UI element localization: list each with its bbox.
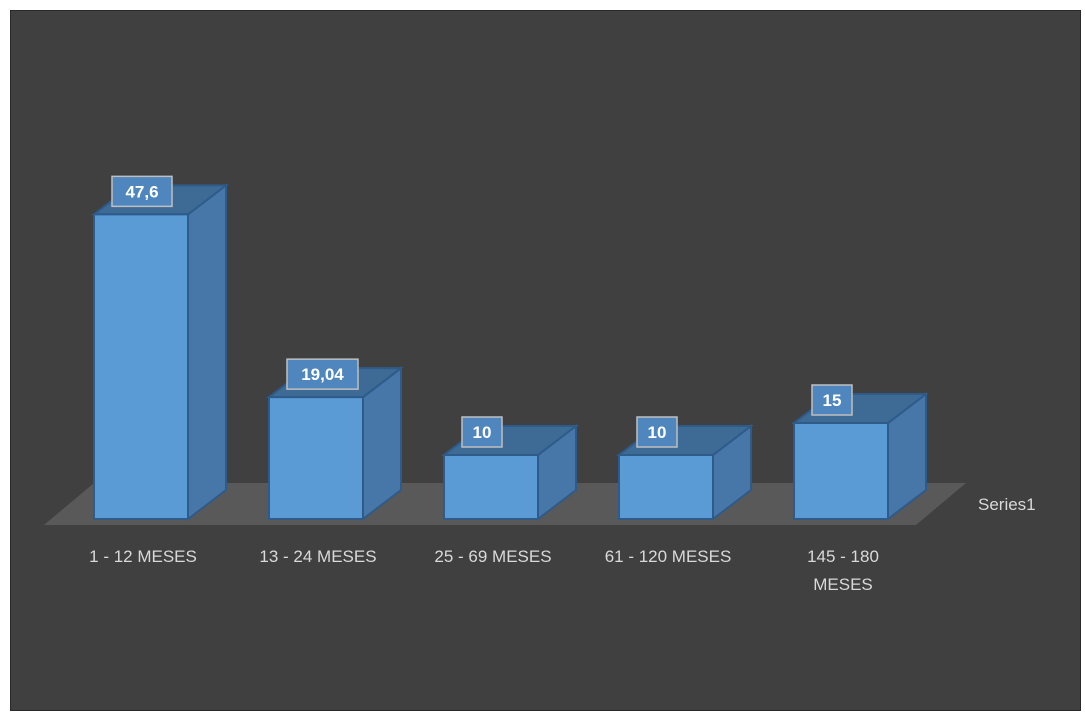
bar-2: 19,04 xyxy=(266,358,404,522)
bar-1: 47,6 xyxy=(91,175,229,522)
category-label: 145 - 180 xyxy=(807,547,879,566)
category-label: 13 - 24 MESES xyxy=(259,547,376,566)
data-label: 10 xyxy=(473,423,492,442)
data-label: 47,6 xyxy=(125,182,158,201)
bar-side-face xyxy=(187,183,227,522)
data-label-box xyxy=(111,175,173,208)
bar-front-face xyxy=(793,422,889,520)
data-label-box xyxy=(811,384,853,416)
data-label: 19,04 xyxy=(301,365,344,384)
category-label: 25 - 69 MESES xyxy=(434,547,551,566)
category-label: 61 - 120 MESES xyxy=(605,547,732,566)
bar-3: 10 xyxy=(441,416,579,522)
chart-area: 47,6 1 - 12 MESES 19,04 13 - 24 MESES 10 25 -… xyxy=(10,10,1081,711)
data-label: 15 xyxy=(823,391,842,410)
data-label: 10 xyxy=(648,423,667,442)
series-label: Series1 xyxy=(978,495,1036,514)
bar-chart: 47,6 1 - 12 MESES 19,04 13 - 24 MESES 10 25 -… xyxy=(44,175,1036,594)
bar-front-face xyxy=(618,454,714,520)
data-label-box xyxy=(636,416,678,448)
category-label: 1 - 12 MESES xyxy=(89,547,197,566)
data-label-box xyxy=(461,416,503,448)
category-label: MESES xyxy=(813,575,873,594)
bar-5: 15 xyxy=(791,384,929,522)
bar-front-face xyxy=(93,213,189,521)
bar-front-face xyxy=(443,454,539,520)
bar-4: 10 xyxy=(616,416,754,522)
bar-front-face xyxy=(268,396,364,521)
data-label-box xyxy=(286,358,359,390)
